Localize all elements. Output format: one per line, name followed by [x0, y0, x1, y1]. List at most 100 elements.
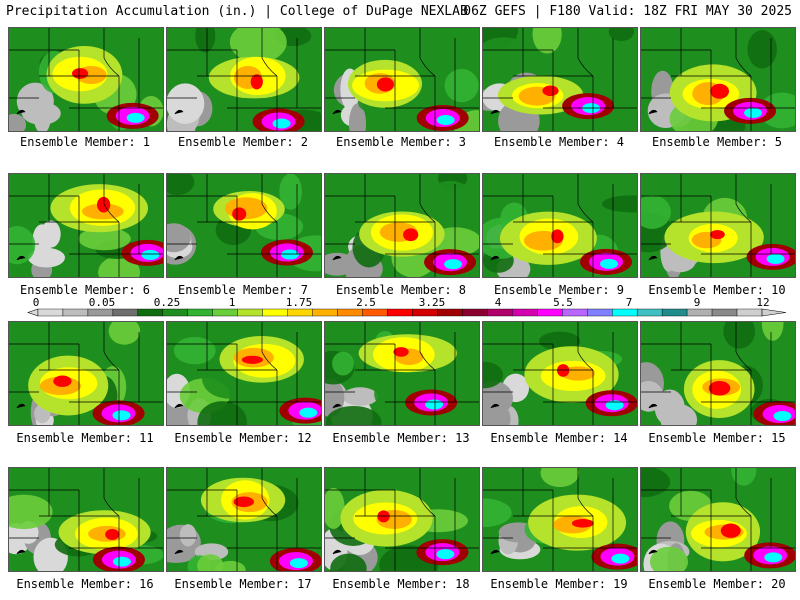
precipitation-map [167, 28, 321, 131]
scale-swatch [187, 308, 213, 317]
run-valid-time: 06Z GEFS | F180 Valid: 18Z FRI MAY 30 20… [463, 4, 792, 19]
ensemble-member-label: Ensemble Member: 6 [19, 283, 151, 297]
precipitation-map [325, 468, 479, 571]
ensemble-panel-16 [8, 467, 164, 572]
scale-tick-label: 9 [694, 296, 701, 309]
ensemble-member-label: Ensemble Member: 16 [16, 577, 154, 591]
scale-swatch [62, 308, 89, 317]
precipitation-map [641, 28, 795, 131]
scale-swatch [362, 308, 388, 317]
precipitation-map [641, 174, 795, 277]
ensemble-panel-18 [324, 467, 480, 572]
ensemble-panel-19 [482, 467, 638, 572]
ensemble-panel-4 [482, 27, 638, 132]
chart-title: Precipitation Accumulation (in.) | Colle… [6, 4, 468, 19]
ensemble-panel-6 [8, 173, 164, 278]
precipitation-map [167, 174, 321, 277]
precipitation-map [641, 468, 795, 571]
ensemble-member-label: Ensemble Member: 13 [332, 431, 470, 445]
scale-swatch [587, 308, 613, 317]
ensemble-panel-3 [324, 27, 480, 132]
ensemble-panel-2 [166, 27, 322, 132]
ensemble-member-label: Ensemble Member: 12 [174, 431, 312, 445]
precipitation-map [483, 28, 637, 131]
scale-swatch [512, 308, 538, 317]
ensemble-member-label: Ensemble Member: 9 [493, 283, 625, 297]
precipitation-map [167, 322, 321, 425]
scale-swatch [37, 308, 64, 317]
scale-swatch [237, 308, 263, 317]
scale-swatch [437, 308, 463, 317]
ensemble-panel-13 [324, 321, 480, 426]
scale-left-arrow [27, 308, 39, 317]
ensemble-panel-7 [166, 173, 322, 278]
ensemble-panel-20 [640, 467, 796, 572]
ensemble-panel-15 [640, 321, 796, 426]
precipitation-map [9, 174, 163, 277]
scale-tick-label: 2.5 [356, 296, 376, 309]
ensemble-member-label: Ensemble Member: 20 [648, 577, 786, 591]
precipitation-map [9, 468, 163, 571]
scale-tick-label: 4 [495, 296, 502, 309]
ensemble-panel-1 [8, 27, 164, 132]
precipitation-map [325, 28, 479, 131]
ensemble-member-label: Ensemble Member: 4 [493, 135, 625, 149]
precipitation-map [483, 468, 637, 571]
scale-tick-label: 12 [756, 296, 769, 309]
scale-swatch [387, 308, 413, 317]
scale-swatch [686, 308, 713, 317]
precipitation-map [167, 468, 321, 571]
scale-swatch [337, 308, 363, 317]
scale-tick-label: 0 [33, 296, 40, 309]
ensemble-panel-17 [166, 467, 322, 572]
scale-swatch [487, 308, 513, 317]
ensemble-member-label: Ensemble Member: 18 [332, 577, 470, 591]
scale-swatch [736, 308, 763, 317]
precipitation-map [325, 174, 479, 277]
ensemble-panel-12 [166, 321, 322, 426]
scale-swatch [312, 308, 338, 317]
scale-swatch [636, 308, 663, 317]
scale-swatch [711, 308, 738, 317]
scale-swatch [562, 308, 588, 317]
ensemble-panel-14 [482, 321, 638, 426]
scale-swatch [537, 308, 563, 317]
ensemble-member-label: Ensemble Member: 17 [174, 577, 312, 591]
ensemble-member-label: Ensemble Member: 3 [335, 135, 467, 149]
scale-tick-label: 5.5 [553, 296, 573, 309]
scale-swatch [287, 308, 313, 317]
color-scale-graphic: 0 0.05 0.25 1 1.75 2.5 3.25 4 5.5 7 9 12 [27, 296, 787, 317]
ensemble-panel-10 [640, 173, 796, 278]
scale-tick-label: 7 [626, 296, 633, 309]
precipitation-map [483, 322, 637, 425]
precipitation-map [9, 28, 163, 131]
ensemble-member-label: Ensemble Member: 5 [651, 135, 783, 149]
ensemble-member-label: Ensemble Member: 7 [177, 283, 309, 297]
scale-swatch [162, 308, 188, 317]
scale-swatch [262, 308, 288, 317]
scale-tick-label: 1 [229, 296, 236, 309]
scale-tick-label: 3.25 [419, 296, 446, 309]
scale-swatch [137, 308, 164, 317]
precipitation-map [641, 322, 795, 425]
ensemble-member-label: Ensemble Member: 1 [19, 135, 151, 149]
scale-swatch [112, 308, 139, 317]
scale-tick-label: 1.75 [286, 296, 313, 309]
ensemble-member-label: Ensemble Member: 15 [648, 431, 786, 445]
ensemble-panel-11 [8, 321, 164, 426]
scale-tick-label: 0.25 [154, 296, 181, 309]
ensemble-member-label: Ensemble Member: 19 [490, 577, 628, 591]
scale-swatch [212, 308, 238, 317]
scale-tick-label: 0.05 [89, 296, 116, 309]
ensemble-member-label: Ensemble Member: 11 [16, 431, 154, 445]
precipitation-map [483, 174, 637, 277]
scale-right-arrow [761, 308, 787, 317]
scale-swatch [612, 308, 638, 317]
ensemble-member-label: Ensemble Member: 8 [335, 283, 467, 297]
precipitation-map [9, 322, 163, 425]
ensemble-panel-5 [640, 27, 796, 132]
scale-swatch [462, 308, 488, 317]
ensemble-panel-8 [324, 173, 480, 278]
scale-swatch [412, 308, 438, 317]
ensemble-member-label: Ensemble Member: 10 [648, 283, 786, 297]
